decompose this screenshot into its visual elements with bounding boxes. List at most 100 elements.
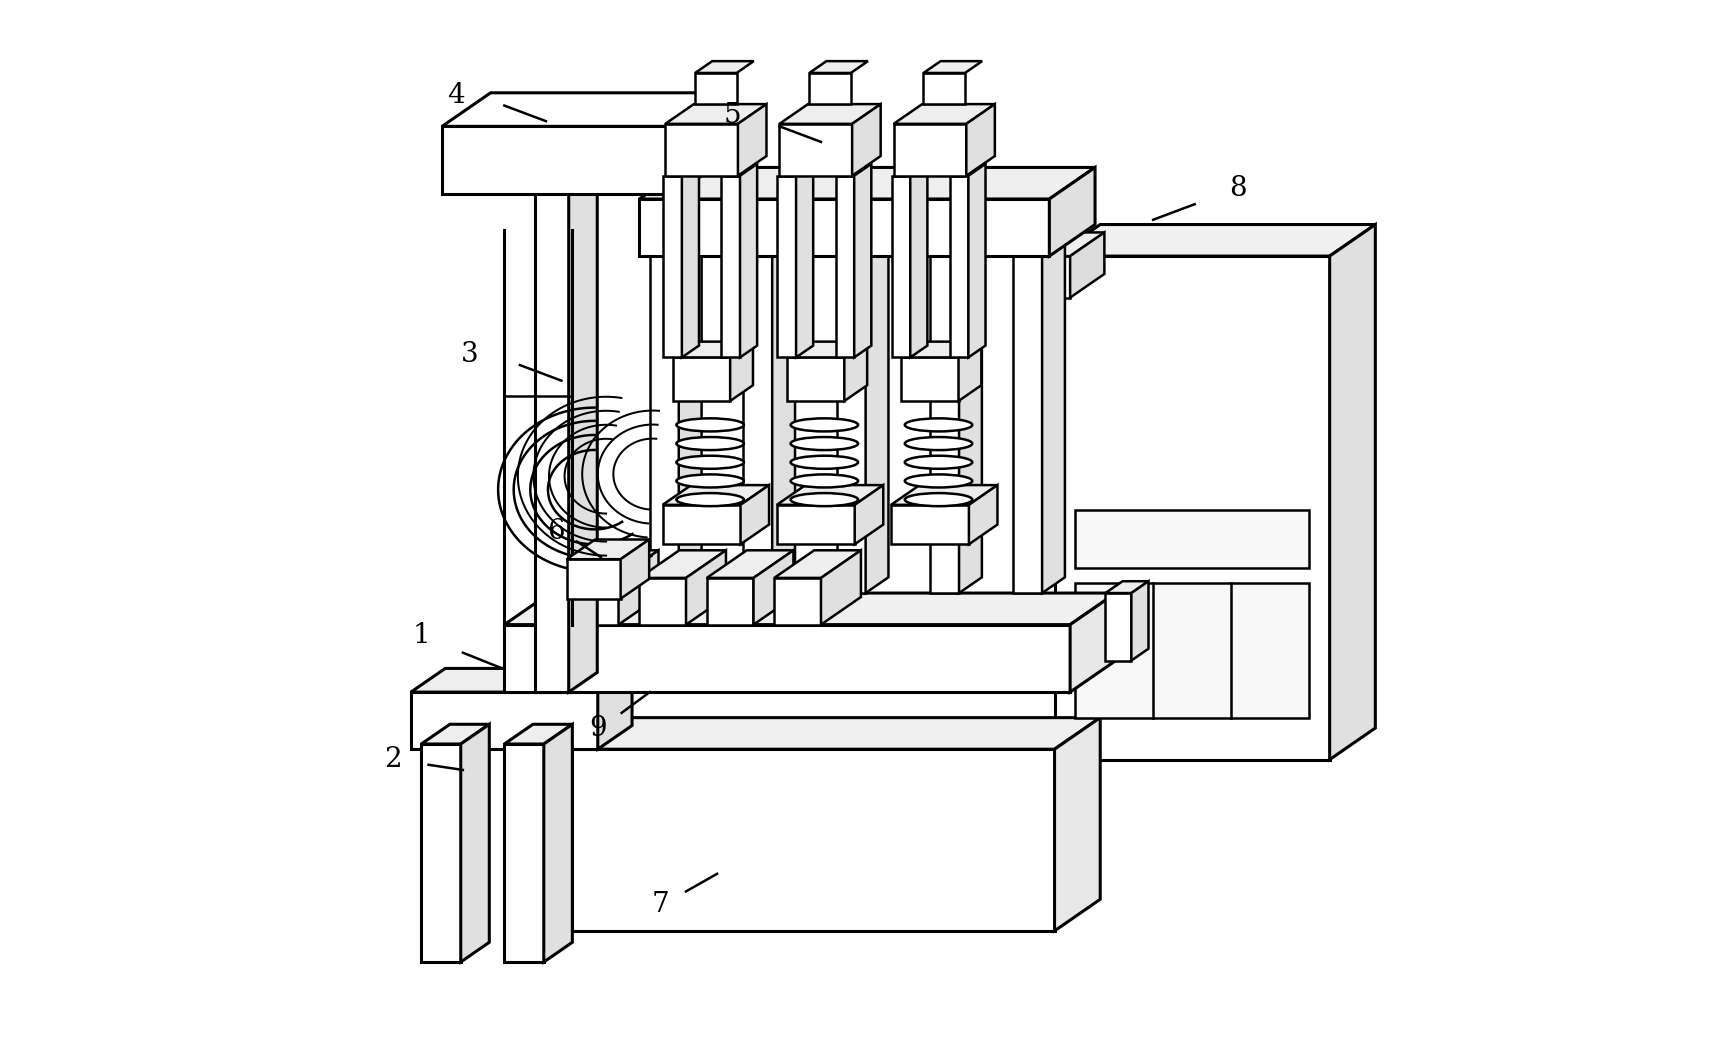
Polygon shape [780, 124, 852, 176]
Polygon shape [852, 104, 881, 176]
Polygon shape [1023, 256, 1070, 298]
Text: 8: 8 [1230, 175, 1247, 202]
Ellipse shape [676, 493, 743, 506]
Text: 2: 2 [385, 746, 402, 773]
Polygon shape [894, 104, 995, 124]
Polygon shape [902, 358, 959, 401]
Polygon shape [640, 550, 726, 578]
Ellipse shape [676, 474, 743, 487]
Polygon shape [442, 93, 724, 126]
Polygon shape [640, 199, 1049, 256]
Polygon shape [854, 164, 871, 358]
Polygon shape [571, 578, 619, 625]
Polygon shape [809, 61, 868, 73]
Polygon shape [721, 176, 740, 358]
Polygon shape [866, 240, 888, 593]
Bar [1075, 583, 1309, 719]
Polygon shape [923, 73, 964, 104]
Polygon shape [504, 744, 543, 962]
Polygon shape [911, 164, 928, 358]
Polygon shape [775, 550, 861, 578]
Polygon shape [695, 61, 754, 73]
Polygon shape [950, 176, 968, 358]
Polygon shape [930, 240, 982, 256]
Ellipse shape [790, 437, 857, 450]
Polygon shape [968, 164, 985, 358]
Polygon shape [959, 240, 982, 593]
Ellipse shape [790, 456, 857, 469]
Polygon shape [1013, 240, 1064, 256]
Polygon shape [1023, 232, 1104, 256]
Polygon shape [707, 550, 794, 578]
Ellipse shape [906, 474, 973, 487]
Polygon shape [902, 342, 982, 358]
Polygon shape [1054, 224, 1375, 256]
Polygon shape [892, 485, 997, 505]
Polygon shape [707, 578, 754, 625]
Polygon shape [535, 164, 597, 183]
Polygon shape [421, 744, 461, 962]
Polygon shape [930, 256, 959, 593]
Polygon shape [773, 240, 795, 593]
Polygon shape [1070, 232, 1104, 298]
Polygon shape [787, 358, 844, 401]
Polygon shape [662, 505, 740, 544]
Polygon shape [1106, 593, 1132, 661]
Text: 6: 6 [547, 518, 566, 545]
Polygon shape [421, 724, 490, 744]
Polygon shape [776, 485, 883, 505]
Polygon shape [411, 692, 599, 749]
Polygon shape [1132, 581, 1149, 661]
Ellipse shape [676, 419, 743, 431]
Polygon shape [640, 167, 1095, 199]
Polygon shape [1054, 256, 1330, 760]
Polygon shape [743, 240, 795, 256]
Polygon shape [650, 256, 678, 593]
Polygon shape [837, 240, 888, 256]
Text: 7: 7 [652, 891, 669, 918]
Polygon shape [571, 717, 1101, 749]
Polygon shape [743, 256, 773, 593]
Text: 3: 3 [461, 341, 480, 368]
Ellipse shape [906, 437, 973, 450]
Polygon shape [504, 593, 1116, 625]
Polygon shape [676, 93, 724, 194]
Polygon shape [650, 240, 702, 256]
Ellipse shape [906, 456, 973, 469]
Polygon shape [1106, 581, 1149, 593]
Bar [1075, 510, 1309, 567]
Polygon shape [566, 560, 621, 599]
Polygon shape [787, 342, 868, 358]
Polygon shape [681, 164, 699, 358]
Polygon shape [892, 176, 911, 358]
Polygon shape [775, 578, 821, 625]
Polygon shape [673, 342, 754, 358]
Polygon shape [678, 240, 702, 593]
Polygon shape [666, 104, 766, 124]
Ellipse shape [790, 493, 857, 506]
Polygon shape [844, 342, 868, 401]
Polygon shape [504, 724, 573, 744]
Polygon shape [923, 61, 982, 73]
Polygon shape [543, 724, 573, 962]
Polygon shape [730, 342, 754, 401]
Polygon shape [687, 550, 726, 625]
Polygon shape [837, 256, 866, 593]
Polygon shape [1054, 717, 1101, 931]
Polygon shape [571, 550, 659, 578]
Ellipse shape [676, 456, 743, 469]
Text: 5: 5 [724, 102, 742, 129]
Polygon shape [740, 485, 769, 544]
Polygon shape [959, 342, 982, 401]
Polygon shape [566, 540, 649, 560]
Polygon shape [695, 73, 737, 104]
Polygon shape [740, 164, 757, 358]
Polygon shape [738, 104, 766, 176]
Polygon shape [1042, 240, 1064, 593]
Ellipse shape [906, 493, 973, 506]
Polygon shape [1330, 224, 1375, 760]
Polygon shape [535, 183, 569, 692]
Ellipse shape [676, 437, 743, 450]
Polygon shape [673, 358, 730, 401]
Polygon shape [640, 578, 687, 625]
